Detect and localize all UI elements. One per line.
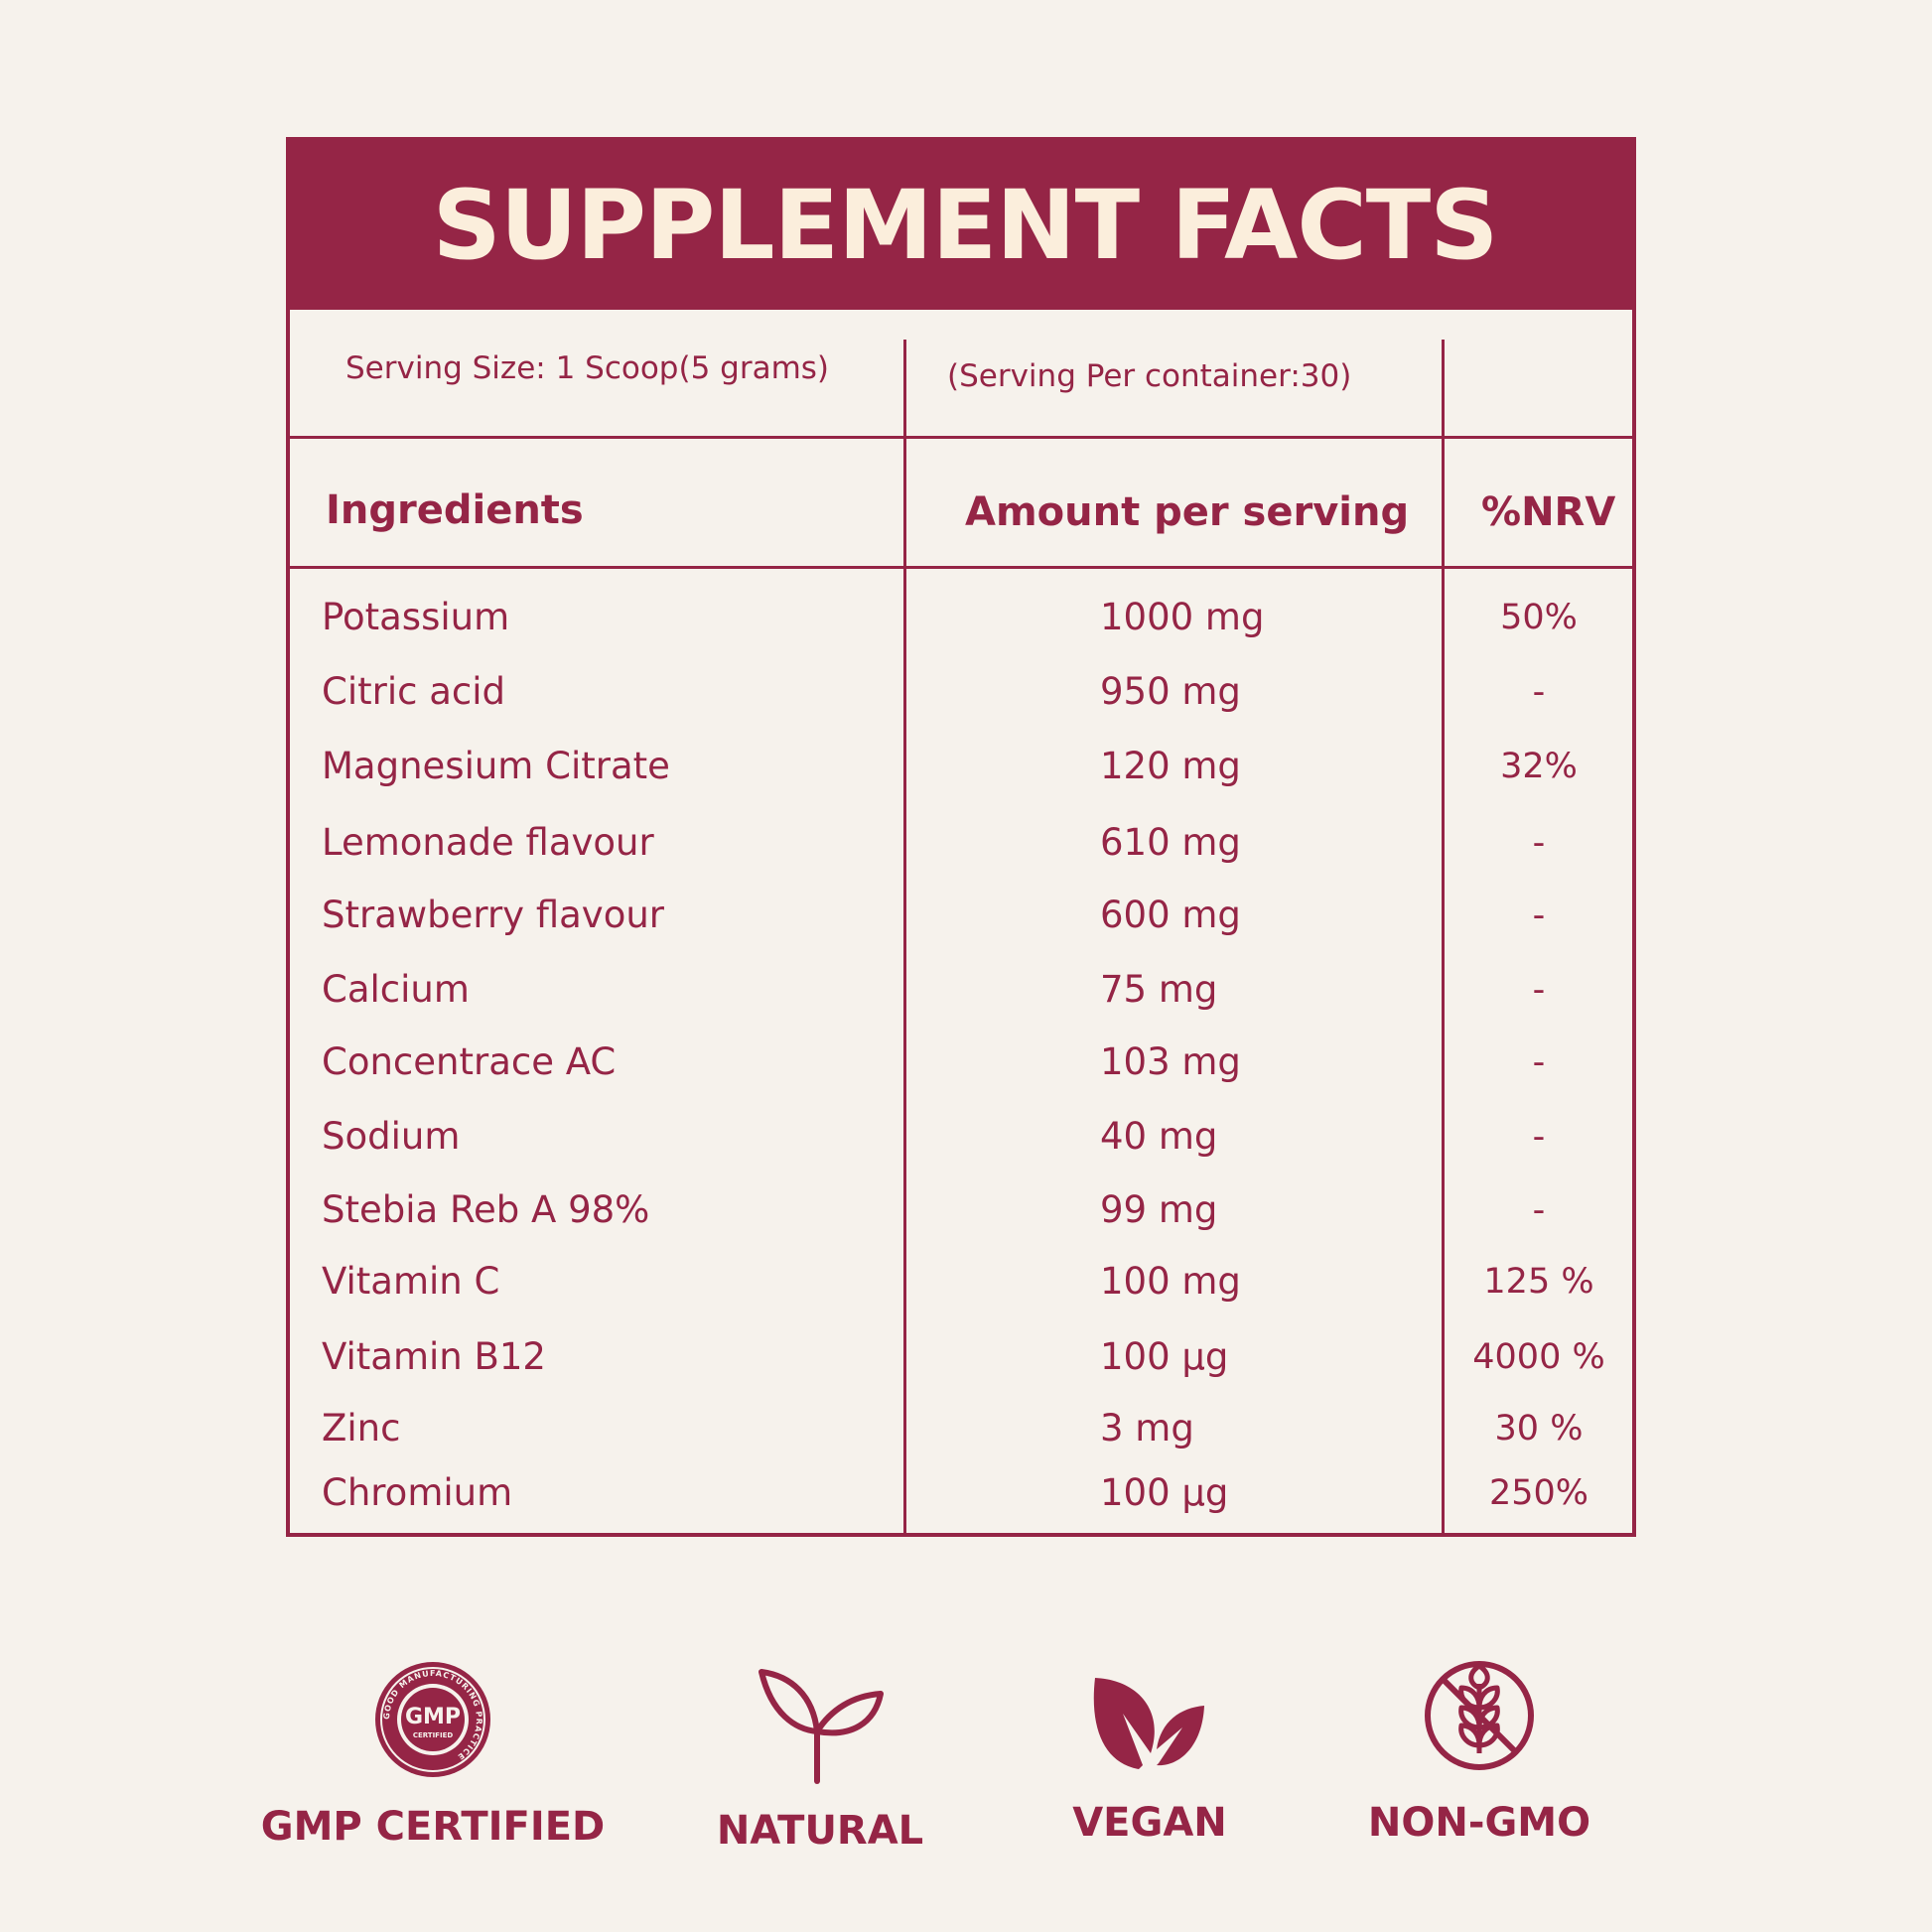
gmp-seal-icon: GOOD MANUFACTURING PRACTICE GMP CERTIFIE… — [375, 1662, 490, 1777]
ingredient-amount: 3 mg — [1100, 1407, 1194, 1449]
column-divider-1 — [903, 340, 906, 1537]
facts-title: SUPPLEMENT FACTS — [432, 170, 1499, 281]
column-header-nrv: %NRV — [1481, 489, 1616, 535]
ingredient-name: Sodium — [322, 1115, 461, 1158]
ingredient-name: Magnesium Citrate — [322, 745, 670, 787]
supplement-facts-panel: SUPPLEMENT FACTS Serving Size: 1 Scoop(5… — [286, 137, 1636, 1537]
ingredient-amount: 120 mg — [1100, 745, 1241, 787]
ingredient-name: Lemonade flavour — [322, 821, 654, 864]
badge-label-vegan: VEGAN — [1072, 1800, 1227, 1846]
badge-natural: NATURAL — [621, 1648, 1019, 1876]
ingredient-nrv: - — [1532, 1117, 1546, 1157]
header-divider — [290, 566, 1632, 569]
ingredient-name: Chromium — [322, 1471, 513, 1514]
ingredient-amount: 75 mg — [1100, 968, 1218, 1011]
badge-vegan: VEGAN — [951, 1648, 1348, 1876]
table-row: Vitamin C 100 mg 125 % — [290, 1252, 1632, 1311]
ingredient-name: Zinc — [322, 1407, 401, 1449]
table-row: Strawberry flavour 600 mg - — [290, 886, 1632, 945]
ingredient-amount: 40 mg — [1100, 1115, 1218, 1158]
ingredient-nrv: - — [1532, 896, 1546, 935]
ingredient-amount: 103 mg — [1100, 1040, 1241, 1083]
serving-size: Serving Size: 1 Scoop(5 grams) — [345, 350, 830, 386]
ingredient-name: Vitamin C — [322, 1260, 500, 1303]
badge-label-natural: NATURAL — [716, 1808, 924, 1854]
ingredient-amount: 1000 mg — [1100, 596, 1265, 638]
ingredient-amount: 610 mg — [1100, 821, 1241, 864]
table-row: Citric acid 950 mg - — [290, 662, 1632, 722]
ingredient-nrv: - — [1532, 1042, 1546, 1082]
ingredient-nrv: - — [1532, 1190, 1546, 1230]
ingredient-amount: 950 mg — [1100, 670, 1241, 713]
table-row: Lemonade flavour 610 mg - — [290, 813, 1632, 873]
leaves-icon — [1093, 1678, 1204, 1769]
table-row: Stebia Reb A 98% 99 mg - — [290, 1180, 1632, 1240]
facts-header: SUPPLEMENT FACTS — [290, 141, 1632, 310]
ingredient-nrv: 125 % — [1483, 1262, 1594, 1302]
table-row: Zinc 3 mg 30 % — [290, 1399, 1632, 1458]
ingredient-amount: 100 µg — [1100, 1335, 1229, 1378]
ingredient-name: Vitamin B12 — [322, 1335, 546, 1378]
badge-gmp: GOOD MANUFACTURING PRACTICE GMP CERTIFIE… — [234, 1648, 631, 1876]
badge-non-gmo: NON-GMO — [1281, 1648, 1678, 1876]
table-row: Vitamin B12 100 µg 4000 % — [290, 1327, 1632, 1387]
ingredient-name: Citric acid — [322, 670, 505, 713]
column-header-ingredients: Ingredients — [326, 487, 584, 533]
table-row: Sodium 40 mg - — [290, 1107, 1632, 1167]
table-row: Potassium 1000 mg 50% — [290, 588, 1632, 647]
ingredient-name: Concentrace AC — [322, 1040, 617, 1083]
badges: GOOD MANUFACTURING PRACTICE GMP CERTIFIE… — [0, 1648, 1932, 1876]
badge-label-non-gmo: NON-GMO — [1367, 1800, 1591, 1846]
no-wheat-icon — [1425, 1661, 1534, 1770]
ingredient-nrv: - — [1532, 823, 1546, 863]
ingredient-name: Calcium — [322, 968, 470, 1011]
ingredient-nrv: - — [1532, 672, 1546, 712]
table-row: Chromium 100 µg 250% — [290, 1463, 1632, 1523]
column-divider-2 — [1442, 340, 1445, 1537]
ingredient-nrv: 4000 % — [1472, 1337, 1605, 1377]
seal-subtext: CERTIFIED — [413, 1731, 454, 1739]
ingredient-amount: 100 mg — [1100, 1260, 1241, 1303]
seal-text: GMP — [405, 1705, 461, 1729]
table-row: Concentrace AC 103 mg - — [290, 1033, 1632, 1092]
badge-label-gmp: GMP CERTIFIED — [260, 1804, 606, 1850]
servings-per-container: (Serving Per container:30) — [947, 358, 1352, 394]
column-header-amount: Amount per serving — [965, 489, 1410, 535]
serving-divider — [290, 436, 1632, 439]
ingredient-nrv: 250% — [1488, 1473, 1589, 1513]
ingredient-nrv: 30 % — [1494, 1409, 1584, 1449]
sprout-icon — [759, 1669, 884, 1784]
ingredient-nrv: 32% — [1500, 747, 1578, 786]
table-row: Magnesium Citrate 120 mg 32% — [290, 737, 1632, 796]
ingredient-name: Potassium — [322, 596, 510, 638]
ingredient-amount: 100 µg — [1100, 1471, 1229, 1514]
table-row: Calcium 75 mg - — [290, 960, 1632, 1020]
ingredient-nrv: 50% — [1500, 598, 1578, 637]
ingredient-nrv: - — [1532, 970, 1546, 1010]
ingredient-amount: 99 mg — [1100, 1188, 1218, 1231]
ingredient-name: Stebia Reb A 98% — [322, 1188, 650, 1231]
ingredient-name: Strawberry flavour — [322, 894, 664, 936]
ingredient-rows: Potassium 1000 mg 50% Citric acid 950 mg - Mag… — [290, 141, 1632, 1533]
ingredient-amount: 600 mg — [1100, 894, 1241, 936]
